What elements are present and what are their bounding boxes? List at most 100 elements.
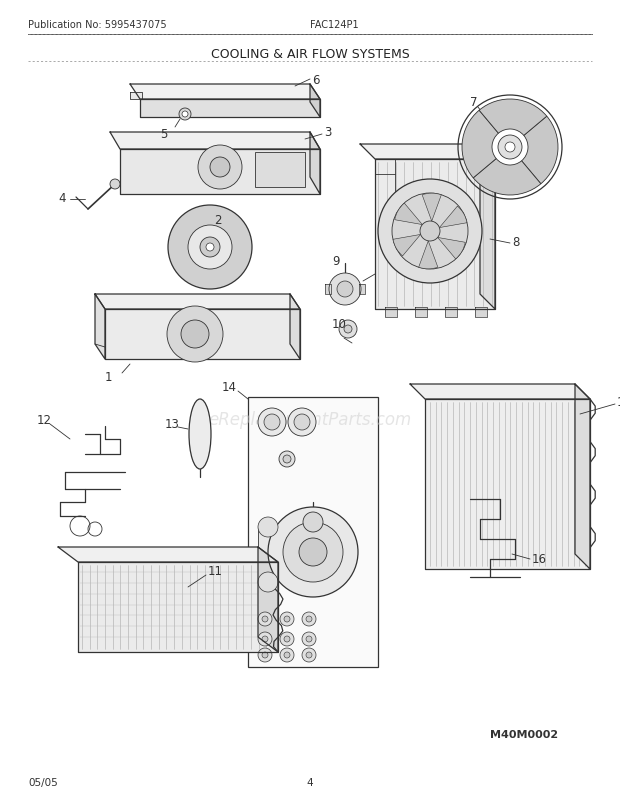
Wedge shape: [418, 241, 438, 269]
Wedge shape: [473, 160, 541, 196]
Polygon shape: [425, 399, 590, 569]
Text: 1: 1: [105, 371, 112, 384]
Text: 11: 11: [208, 565, 223, 577]
Circle shape: [210, 158, 230, 178]
Circle shape: [392, 194, 468, 269]
Circle shape: [268, 508, 358, 597]
Polygon shape: [575, 384, 590, 569]
Bar: [248, 398, 378, 667]
Circle shape: [264, 415, 280, 431]
Circle shape: [306, 616, 312, 622]
Circle shape: [188, 225, 232, 269]
Polygon shape: [120, 150, 320, 195]
Circle shape: [198, 146, 242, 190]
Circle shape: [168, 206, 252, 290]
Polygon shape: [385, 308, 397, 318]
Wedge shape: [438, 238, 465, 260]
Circle shape: [283, 456, 291, 464]
Circle shape: [339, 321, 357, 338]
Circle shape: [294, 415, 310, 431]
Wedge shape: [479, 100, 547, 136]
Polygon shape: [130, 93, 142, 100]
Polygon shape: [310, 85, 320, 118]
Circle shape: [302, 632, 316, 646]
Text: 9: 9: [332, 255, 340, 268]
Text: M40M0002: M40M0002: [490, 729, 558, 739]
Circle shape: [299, 538, 327, 566]
Circle shape: [258, 612, 272, 626]
Circle shape: [279, 452, 295, 468]
Wedge shape: [393, 235, 420, 257]
Circle shape: [280, 632, 294, 646]
Circle shape: [337, 282, 353, 298]
Polygon shape: [415, 308, 427, 318]
Polygon shape: [410, 384, 590, 399]
Circle shape: [284, 636, 290, 642]
Text: 3: 3: [324, 125, 331, 138]
Polygon shape: [290, 294, 300, 359]
Text: Publication No: 5995437075: Publication No: 5995437075: [28, 20, 167, 30]
Text: 16: 16: [532, 553, 547, 565]
Wedge shape: [521, 117, 558, 184]
Text: 10: 10: [332, 318, 347, 331]
Circle shape: [179, 109, 191, 121]
Circle shape: [258, 648, 272, 662]
Circle shape: [200, 237, 220, 257]
Circle shape: [306, 636, 312, 642]
Polygon shape: [310, 133, 320, 195]
Circle shape: [258, 632, 272, 646]
Polygon shape: [95, 294, 300, 310]
Polygon shape: [58, 547, 278, 562]
Circle shape: [306, 652, 312, 658]
Circle shape: [167, 306, 223, 363]
Text: FAC124P1: FAC124P1: [310, 20, 358, 30]
Polygon shape: [360, 145, 495, 160]
Bar: [255, 153, 305, 188]
Polygon shape: [475, 308, 487, 318]
Text: 7: 7: [470, 96, 477, 109]
Polygon shape: [140, 100, 320, 118]
Circle shape: [262, 616, 268, 622]
Text: 8: 8: [512, 235, 520, 248]
Polygon shape: [258, 547, 278, 652]
Circle shape: [284, 616, 290, 622]
Wedge shape: [462, 111, 498, 179]
Circle shape: [258, 517, 278, 537]
Circle shape: [280, 612, 294, 626]
Polygon shape: [110, 133, 320, 150]
Polygon shape: [95, 294, 105, 359]
Text: 4: 4: [58, 191, 66, 205]
Circle shape: [283, 522, 343, 582]
Circle shape: [378, 180, 482, 284]
Circle shape: [181, 321, 209, 349]
Circle shape: [284, 652, 290, 658]
Text: 12: 12: [37, 414, 52, 427]
Circle shape: [420, 221, 440, 241]
Text: COOLING & AIR FLOW SYSTEMS: COOLING & AIR FLOW SYSTEMS: [211, 48, 409, 61]
Circle shape: [302, 648, 316, 662]
Circle shape: [280, 648, 294, 662]
Circle shape: [288, 408, 316, 436]
Circle shape: [303, 512, 323, 533]
Polygon shape: [359, 285, 365, 294]
Circle shape: [344, 326, 352, 334]
Circle shape: [258, 573, 278, 592]
Polygon shape: [375, 160, 495, 310]
Polygon shape: [105, 310, 300, 359]
Text: 14: 14: [222, 381, 237, 394]
Text: 05/05: 05/05: [28, 777, 58, 787]
Circle shape: [182, 111, 188, 118]
Circle shape: [110, 180, 120, 190]
Bar: [258, 528, 278, 582]
Circle shape: [262, 636, 268, 642]
Wedge shape: [422, 194, 441, 222]
Polygon shape: [78, 562, 278, 652]
Circle shape: [262, 652, 268, 658]
Circle shape: [258, 408, 286, 436]
Text: 15: 15: [617, 396, 620, 409]
Polygon shape: [480, 145, 495, 310]
Circle shape: [302, 612, 316, 626]
Ellipse shape: [189, 399, 211, 469]
Polygon shape: [325, 285, 331, 294]
Text: 13: 13: [165, 418, 180, 431]
